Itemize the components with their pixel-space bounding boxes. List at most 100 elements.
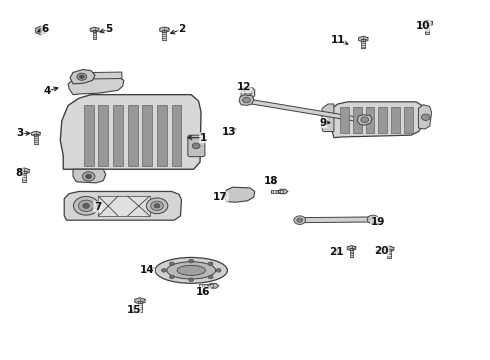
Circle shape xyxy=(208,262,213,266)
Text: 15: 15 xyxy=(126,305,141,315)
Polygon shape xyxy=(278,189,288,194)
Polygon shape xyxy=(135,298,145,304)
Text: 9: 9 xyxy=(319,118,327,128)
Circle shape xyxy=(216,269,221,272)
Polygon shape xyxy=(357,115,372,125)
Bar xyxy=(34,134,38,144)
Circle shape xyxy=(77,73,87,80)
Circle shape xyxy=(147,198,168,214)
FancyBboxPatch shape xyxy=(188,135,205,157)
Text: 10: 10 xyxy=(416,21,431,31)
Circle shape xyxy=(82,172,95,181)
Text: 6: 6 xyxy=(41,24,49,35)
Bar xyxy=(22,171,26,182)
Circle shape xyxy=(243,97,250,103)
Ellipse shape xyxy=(155,257,227,283)
Circle shape xyxy=(367,215,379,224)
Polygon shape xyxy=(224,187,255,202)
Text: 2: 2 xyxy=(178,24,185,35)
Bar xyxy=(270,190,283,193)
Polygon shape xyxy=(418,105,432,129)
Circle shape xyxy=(208,275,213,279)
Circle shape xyxy=(38,29,43,32)
Circle shape xyxy=(297,218,303,222)
Polygon shape xyxy=(68,76,124,95)
Polygon shape xyxy=(239,95,254,105)
Text: 17: 17 xyxy=(213,192,228,202)
Polygon shape xyxy=(73,72,122,79)
Polygon shape xyxy=(347,246,356,251)
Circle shape xyxy=(421,114,430,121)
Polygon shape xyxy=(321,104,334,132)
Text: 8: 8 xyxy=(16,168,23,178)
Circle shape xyxy=(361,117,368,123)
Polygon shape xyxy=(60,95,201,169)
Ellipse shape xyxy=(177,265,205,275)
Text: 11: 11 xyxy=(331,35,345,45)
Polygon shape xyxy=(247,99,367,123)
Bar xyxy=(353,107,362,133)
Polygon shape xyxy=(90,27,99,32)
Text: 1: 1 xyxy=(200,133,207,143)
Bar xyxy=(340,107,349,133)
Circle shape xyxy=(170,262,174,266)
Polygon shape xyxy=(359,36,368,42)
Circle shape xyxy=(370,217,376,222)
Polygon shape xyxy=(19,168,29,174)
Circle shape xyxy=(78,200,94,212)
Bar xyxy=(93,30,96,39)
Bar xyxy=(113,105,123,166)
Text: 3: 3 xyxy=(17,129,24,138)
Bar xyxy=(387,249,391,258)
Circle shape xyxy=(74,197,99,215)
Circle shape xyxy=(86,174,92,179)
Bar xyxy=(138,301,142,312)
Text: 5: 5 xyxy=(105,24,113,35)
Bar xyxy=(143,105,152,166)
Circle shape xyxy=(154,204,160,208)
Bar xyxy=(366,107,374,133)
Bar xyxy=(163,30,166,40)
Text: 7: 7 xyxy=(94,202,101,212)
Polygon shape xyxy=(208,283,219,288)
Bar xyxy=(361,39,365,48)
Circle shape xyxy=(83,203,90,208)
Bar xyxy=(84,105,94,166)
Circle shape xyxy=(161,269,166,272)
Text: 12: 12 xyxy=(237,82,251,93)
Ellipse shape xyxy=(167,262,216,279)
Polygon shape xyxy=(300,217,373,223)
Bar xyxy=(98,196,150,216)
Bar xyxy=(350,248,353,257)
Circle shape xyxy=(294,216,306,225)
Text: 18: 18 xyxy=(264,176,278,186)
Bar xyxy=(391,107,400,133)
Polygon shape xyxy=(385,246,394,252)
Polygon shape xyxy=(73,169,106,183)
Polygon shape xyxy=(64,192,181,220)
Polygon shape xyxy=(241,87,255,98)
Circle shape xyxy=(170,275,174,279)
Bar xyxy=(404,107,413,133)
Bar xyxy=(128,105,138,166)
Bar xyxy=(98,105,108,166)
Text: 16: 16 xyxy=(196,287,211,297)
Polygon shape xyxy=(422,20,432,26)
Bar xyxy=(425,23,429,34)
Polygon shape xyxy=(36,26,46,35)
Circle shape xyxy=(192,143,200,149)
Bar xyxy=(378,107,387,133)
Circle shape xyxy=(189,259,194,263)
Bar xyxy=(157,105,167,166)
Text: 14: 14 xyxy=(140,265,154,275)
Circle shape xyxy=(151,201,163,211)
Circle shape xyxy=(245,90,251,95)
Circle shape xyxy=(79,75,84,78)
Polygon shape xyxy=(70,69,95,84)
Text: 20: 20 xyxy=(374,246,389,256)
Bar xyxy=(198,284,213,287)
Polygon shape xyxy=(160,27,169,32)
Polygon shape xyxy=(32,131,40,136)
Circle shape xyxy=(189,278,194,282)
Text: 21: 21 xyxy=(330,247,344,257)
